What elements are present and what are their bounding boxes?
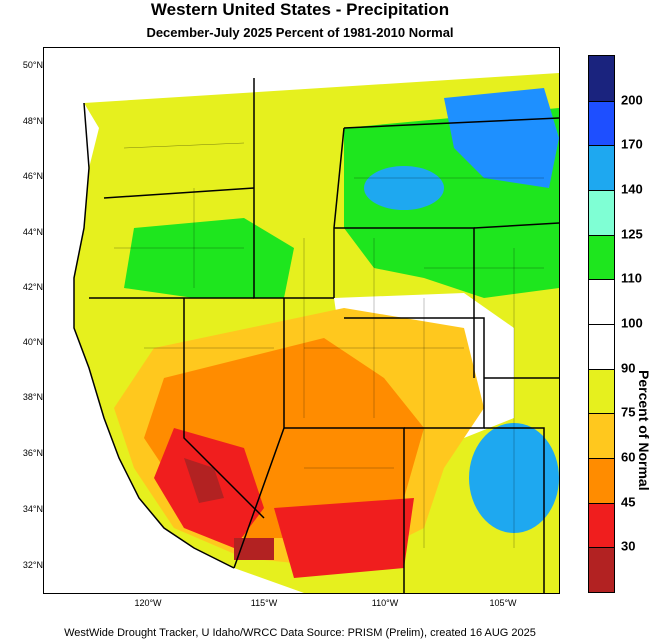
county-boundaries [114,142,544,548]
colorbar-segment [589,458,614,503]
colorbar-segment [589,279,614,324]
lon-tick-105: 105°W [489,598,517,608]
colorbar-divider [589,234,614,236]
colorbar [588,55,615,593]
green-zone-idaho [124,218,294,298]
colorbar-divider [589,145,614,147]
lat-tick-50: 50°N [22,60,43,70]
lat-tick-34: 34°N [22,504,43,514]
lat-tick-32: 32°N [22,560,43,570]
lon-tick-120: 120°W [134,598,162,608]
colorbar-segment [589,190,614,235]
colorbar-divider [589,368,614,370]
colorbar-segment [589,547,614,592]
colorbar-divider [589,324,614,325]
colorbar-title: Percent of Normal [636,370,652,491]
map-title: Western United States - Precipitation [150,0,450,19]
lat-tick-48: 48°N [22,116,43,126]
colorbar-label: 90 [621,360,636,376]
colorbar-label: 30 [621,538,636,554]
colorbar-segment [589,324,614,369]
colorbar-divider [589,100,614,102]
lon-tick-110: 110°W [371,598,399,608]
precipitation-map [43,47,560,594]
colorbar-segment [589,368,614,414]
blue-zone-wyoming [364,166,444,210]
lat-tick-40: 40°N [22,337,43,347]
colorbar-divider [589,279,614,281]
colorbar-label: 60 [621,449,636,465]
colorbar-segment [589,145,614,190]
dark-red-zone [184,458,224,503]
colorbar-divider [589,458,614,459]
footer-credit: WestWide Drought Tracker, U Idaho/WRCC D… [64,627,536,639]
dark-red-zone-south [234,538,274,560]
colorbar-label: 45 [621,494,636,510]
lat-tick-46: 46°N [22,171,43,181]
colorbar-divider [589,502,614,504]
lat-tick-44: 44°N [22,227,43,237]
colorbar-label: 170 [621,136,643,152]
colorbar-divider [589,190,614,191]
colorbar-segment [589,100,614,146]
colorbar-segment [589,502,614,548]
blue-zone-montana [444,88,559,188]
lat-tick-36: 36°N [22,448,43,458]
colorbar-label: 75 [621,404,636,420]
map-subtitle: December-July 2025 Percent of 1981-2010 … [146,25,454,40]
colorbar-segment [589,413,614,458]
colorbar-segment [589,234,614,280]
colorbar-divider [589,547,614,549]
colorbar-label: 110 [621,270,642,286]
colorbar-divider [589,413,614,415]
lon-tick-115: 115°W [250,598,278,608]
colorbar-label: 100 [621,315,643,331]
colorbar-segment [589,56,614,101]
map-graphic [44,48,559,593]
red-zone-arizona [274,498,414,578]
colorbar-label: 200 [621,92,643,108]
colorbar-label: 140 [621,181,643,197]
colorbar-label: 125 [621,226,643,242]
lat-tick-38: 38°N [22,392,43,402]
lat-tick-42: 42°N [22,282,43,292]
state-boundaries [73,78,559,593]
